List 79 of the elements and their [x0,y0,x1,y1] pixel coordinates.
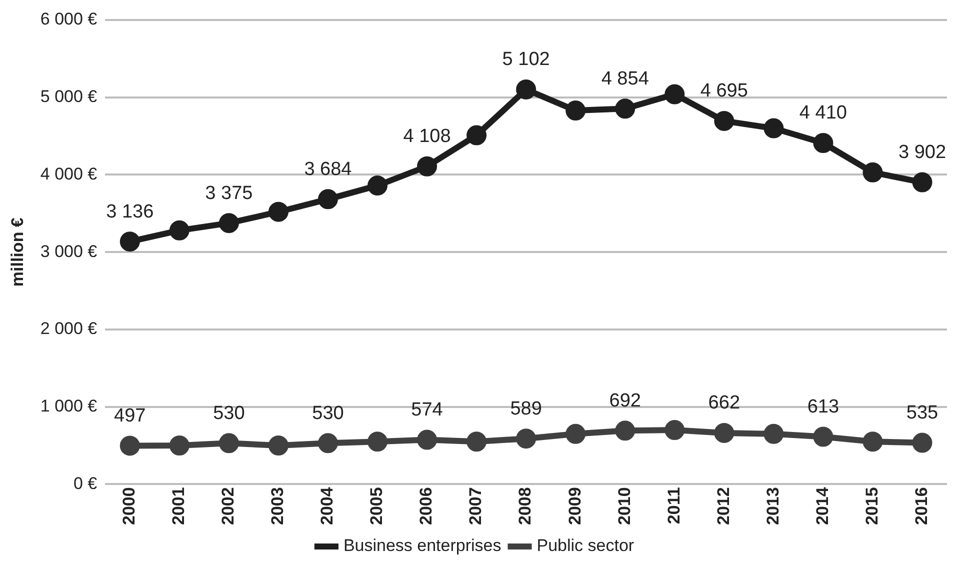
data-label: 3 902 [898,142,946,164]
point [813,426,834,447]
point [466,432,487,452]
point [912,432,932,453]
data-label: 3 136 [106,201,154,222]
y-tick-label: 5 000 € [40,87,98,106]
data-label: 3 375 [205,182,253,204]
point [318,189,338,210]
point [566,424,586,444]
data-label: 662 [708,392,740,414]
point [714,422,734,443]
y-axis-title: million € [8,217,27,287]
legend-label: Business enterprises [343,536,502,556]
point [218,213,239,234]
y-tick-label: 2 000 € [40,319,98,338]
point [417,156,438,176]
point [764,424,784,444]
data-label: 574 [411,400,444,421]
data-label: 613 [807,396,840,418]
point [615,98,636,119]
x-tick-label: 2005 [367,487,386,526]
point [169,436,190,456]
data-label: 4 410 [799,102,847,124]
x-tick-label: 2002 [218,487,238,526]
point [169,220,190,240]
x-tick-label: 2012 [714,487,733,526]
x-tick-label: 2001 [169,487,188,526]
point [367,176,388,196]
data-label: 5 102 [502,49,550,70]
x-tick-label: 2008 [516,487,535,526]
data-label: 530 [213,402,245,424]
x-tick-label: 2000 [120,487,139,526]
y-tick-label: 6 000 € [40,10,98,29]
data-label: 3 684 [304,158,352,180]
data-label: 4 695 [700,80,748,102]
x-tick-label: 2009 [565,487,584,526]
data-label: 497 [114,405,146,426]
point [120,232,140,252]
x-tick-label: 2010 [614,487,634,526]
point [367,432,388,452]
point [268,436,288,456]
x-tick-label: 2015 [862,487,882,526]
y-tick-label: 1 000 € [40,396,98,416]
x-tick-label: 2004 [318,486,337,526]
point [714,110,734,131]
point [417,430,438,450]
data-label: 4 108 [403,126,451,148]
point [268,202,288,222]
y-tick-label: 0 € [73,474,98,493]
point [862,432,883,452]
point [862,162,883,182]
data-label: 692 [609,390,641,412]
x-tick-label: 2003 [268,487,288,526]
legend-label: Public sector [536,536,634,556]
x-tick-label: 2013 [763,487,782,526]
y-tick-label: 3 000 € [40,242,98,261]
x-tick-label: 2016 [912,487,931,526]
point [218,433,239,454]
x-tick-label: 2006 [416,487,436,526]
point [813,133,834,154]
data-label: 535 [906,402,938,424]
point [516,428,536,449]
x-tick-label: 2007 [466,487,486,526]
point [664,84,685,104]
x-tick-label: 2011 [664,487,684,524]
y-tick-label: 4 000 € [40,164,98,184]
data-label: 530 [312,402,344,424]
x-tick-label: 2014 [812,486,832,526]
point [764,118,784,138]
point [516,79,536,100]
point [615,420,636,441]
point [120,436,140,456]
data-label: 4 854 [601,68,650,90]
point [912,172,932,192]
point [318,433,338,454]
point [466,125,487,146]
data-label: 589 [510,398,542,420]
point [664,420,685,440]
point [566,100,586,121]
